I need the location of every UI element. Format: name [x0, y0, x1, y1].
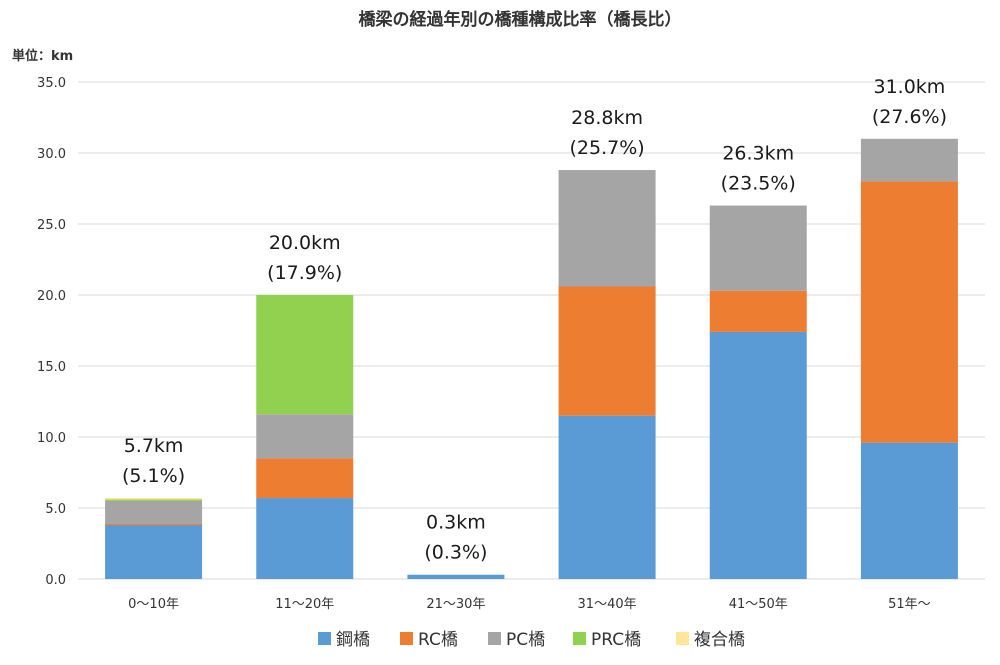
- bar-segment-3: [558, 170, 656, 287]
- legend-swatch: [400, 632, 413, 645]
- bar-segment-2: [860, 181, 958, 443]
- bar-segment-2: [558, 286, 656, 416]
- total-label: 28.8km: [571, 107, 643, 129]
- x-tick-label: 31～40年: [578, 597, 637, 612]
- bar-segment-3: [256, 414, 354, 459]
- x-axis-ticks: 0～10年 11～20年 21～30年 31～40年 41～50年 51年～: [128, 597, 931, 612]
- percent-label: (17.9%): [267, 262, 342, 284]
- bar-segment-1: [256, 498, 354, 579]
- x-tick-label: 41～50年: [729, 597, 788, 612]
- legend-swatch: [488, 632, 501, 645]
- bar-segment-4: [256, 295, 354, 415]
- total-label: 20.0km: [269, 232, 341, 254]
- y-tick-label: 5.0: [45, 502, 66, 517]
- percent-label: (25.7%): [569, 137, 644, 159]
- total-label: 26.3km: [722, 143, 794, 165]
- bar-segment-2: [709, 290, 807, 332]
- y-tick-label: 20.0: [37, 289, 66, 304]
- bar-segment-2: [105, 523, 203, 526]
- bar-segment-1: [407, 574, 505, 579]
- x-tick-label: 21～30年: [426, 597, 485, 612]
- total-label: 0.3km: [426, 512, 486, 534]
- bar-segment-5: [105, 498, 203, 500]
- legend: 鋼橋 RC橋 PC橋 PRC橋 複合橋: [318, 630, 745, 650]
- percent-label: (0.3%): [424, 542, 487, 564]
- y-tick-label: 0.0: [45, 573, 66, 588]
- x-tick-label: 51年～: [888, 597, 931, 612]
- bar-segment-3: [709, 205, 807, 291]
- bar-segment-1: [105, 525, 203, 579]
- legend-label: 鋼橋: [336, 630, 370, 650]
- gridlines: [78, 81, 985, 580]
- bar-segment-1: [860, 442, 958, 579]
- chart-title: 橋梁の経過年別の橋種構成比率（橋長比）: [359, 9, 682, 30]
- percent-label: (5.1%): [122, 465, 185, 487]
- bar-segment-1: [558, 415, 656, 579]
- percent-label: (27.6%): [872, 106, 947, 128]
- total-label: 5.7km: [124, 435, 184, 457]
- data-labels: 5.7km (5.1%) 20.0km (17.9%) 0.3km (0.3%) 28.8k…: [122, 76, 947, 564]
- legend-label: PC橋: [506, 630, 545, 650]
- legend-label: PRC橋: [591, 630, 641, 650]
- y-tick-label: 30.0: [37, 147, 66, 162]
- y-tick-label: 10.0: [37, 431, 66, 446]
- legend-label: RC橋: [418, 630, 458, 650]
- y-axis-ticks: 0.0 5.0 10.0 15.0 20.0 25.0 30.0 35.0: [37, 76, 66, 588]
- percent-label: (23.5%): [721, 173, 796, 195]
- x-tick-label: 11～20年: [275, 597, 334, 612]
- y-tick-label: 25.0: [37, 218, 66, 233]
- bar-segment-3: [105, 500, 203, 524]
- total-label: 31.0km: [874, 76, 946, 98]
- y-tick-label: 35.0: [37, 76, 66, 91]
- legend-swatch: [573, 632, 586, 645]
- bar-segment-3: [860, 138, 958, 182]
- legend-swatch: [676, 632, 689, 645]
- legend-swatch: [318, 632, 331, 645]
- legend-label: 複合橋: [694, 630, 745, 650]
- unit-label: 単位：km: [12, 48, 73, 64]
- x-tick-label: 0～10年: [128, 597, 179, 612]
- bar-segment-1: [709, 331, 807, 579]
- bar-segment-2: [256, 458, 354, 499]
- y-tick-label: 15.0: [37, 360, 66, 375]
- bar-segment-4: [105, 499, 203, 501]
- bars: [105, 138, 958, 579]
